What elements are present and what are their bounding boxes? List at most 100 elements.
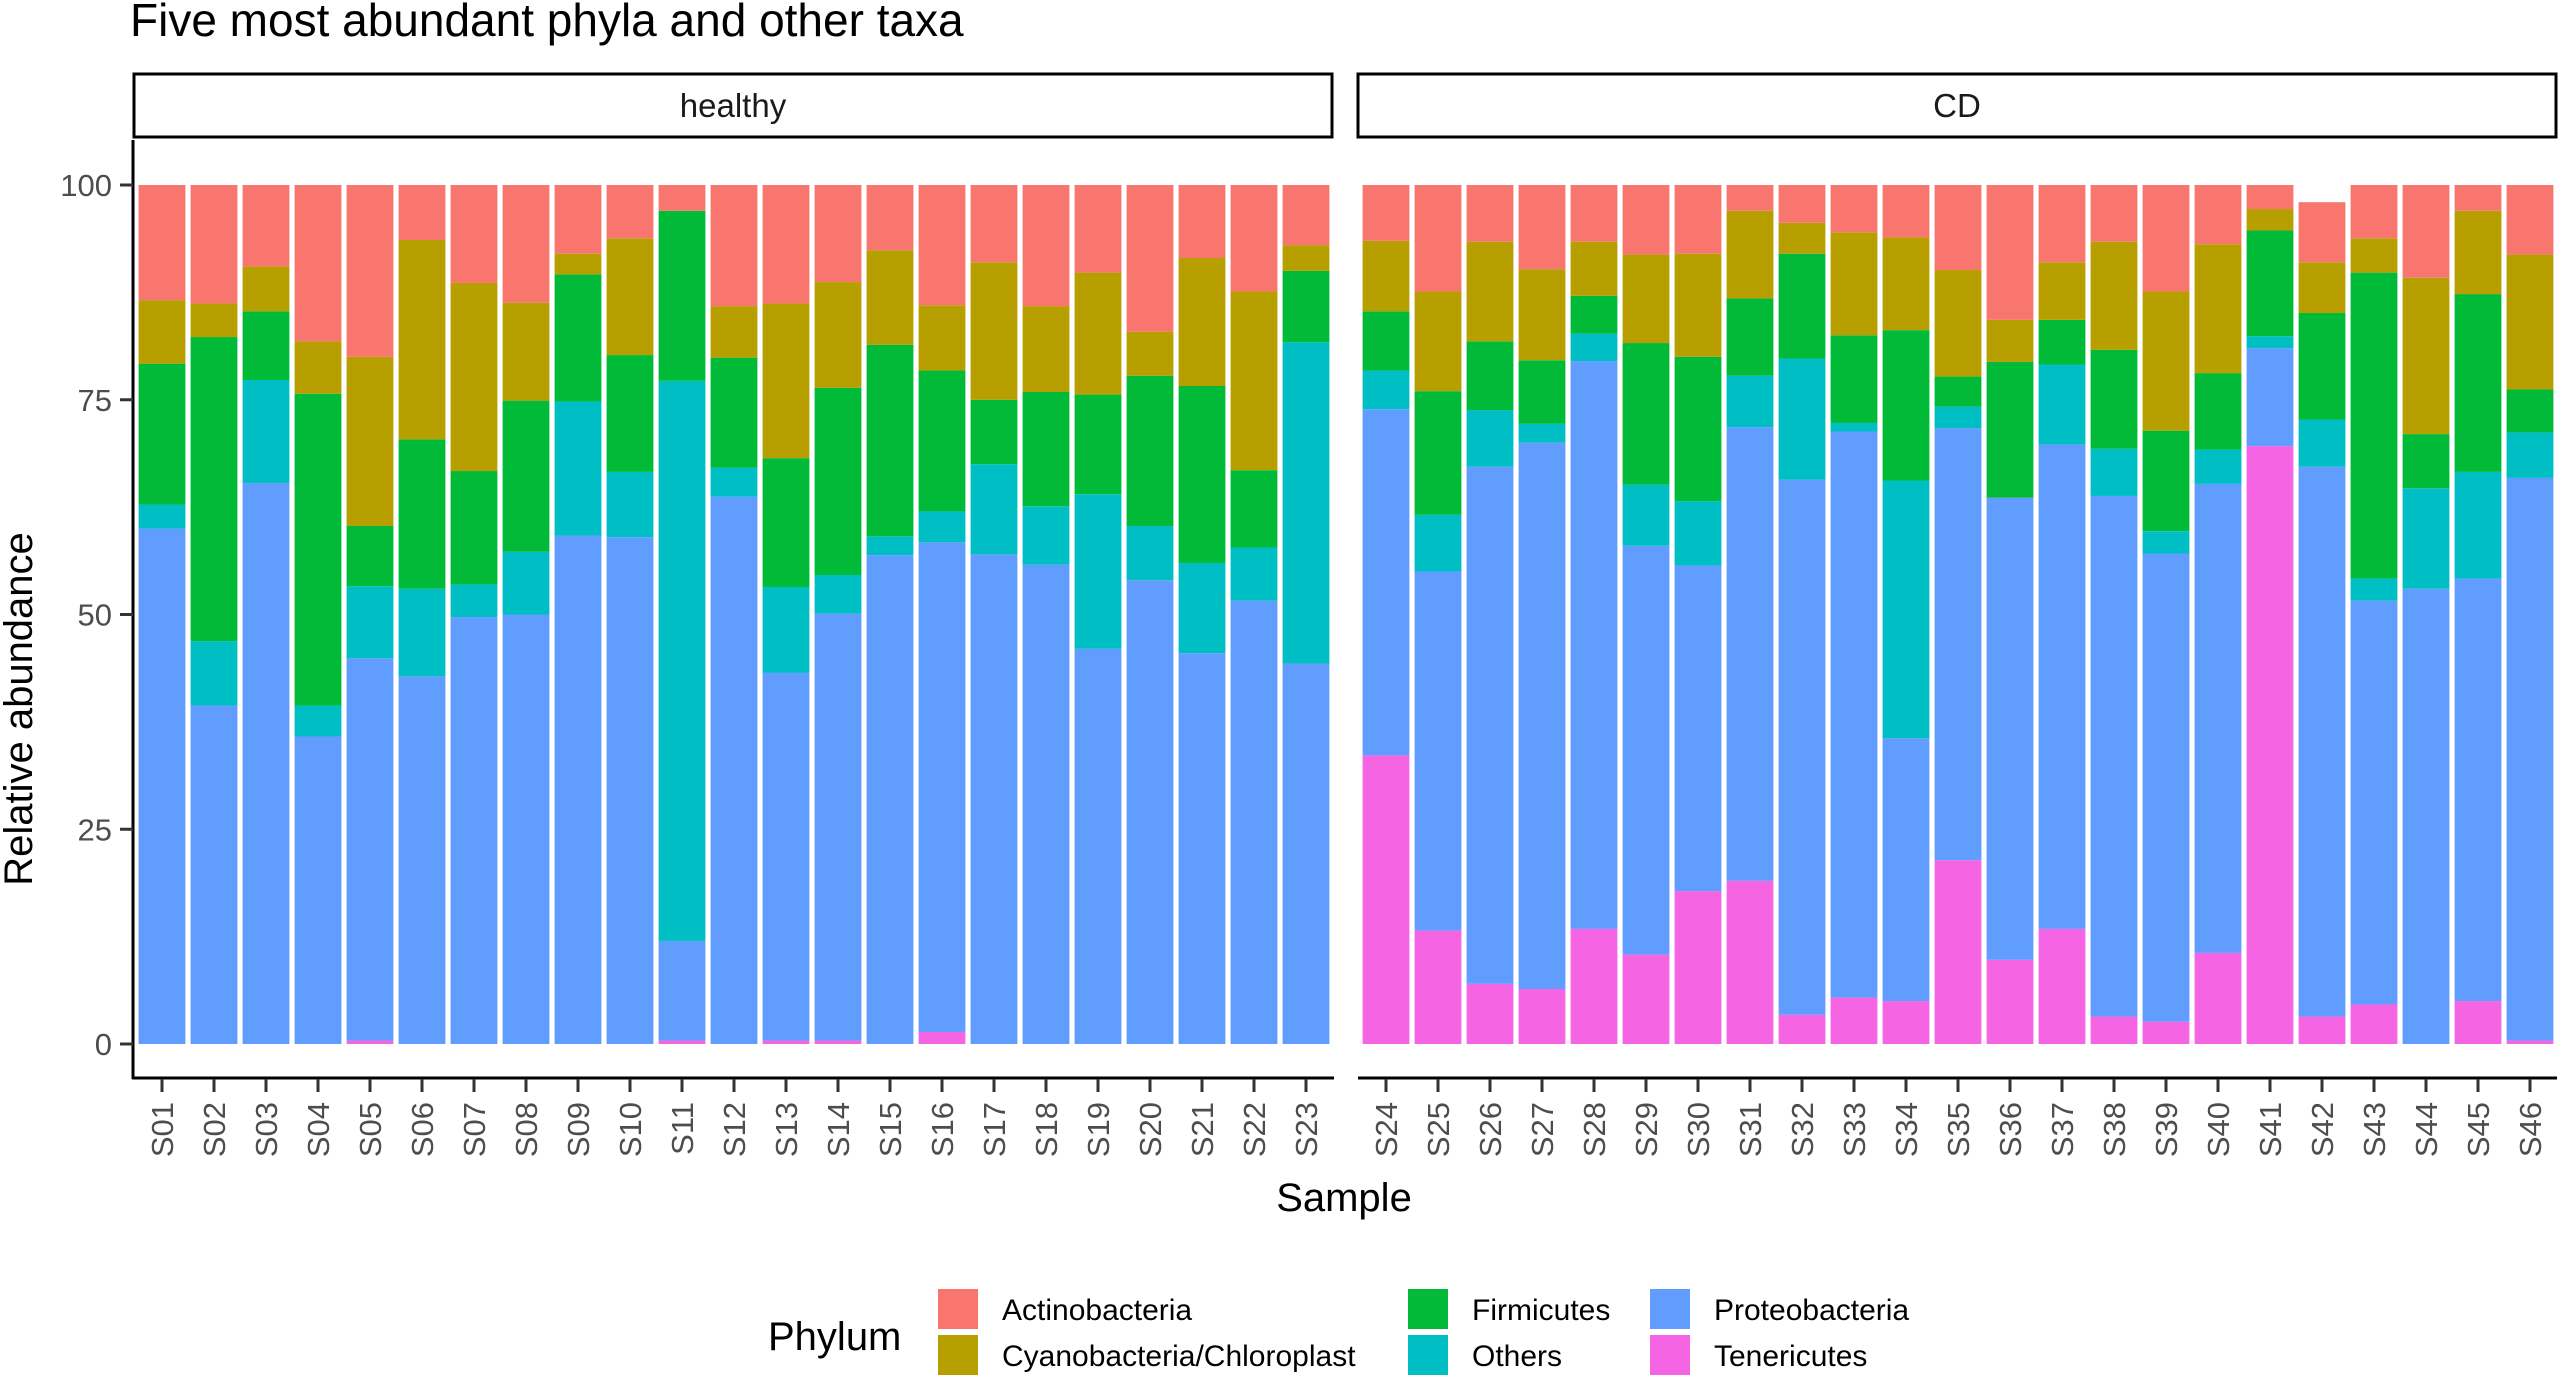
legend-swatch-proteobacteria: [1650, 1289, 1690, 1329]
bar-segment-s45-actinobacteria: [2454, 185, 2502, 211]
bar-segment-s19-cyanobacteria-chloroplast: [1074, 272, 1122, 395]
y-tick-label-50: 50: [78, 598, 112, 633]
bar-segment-s31-proteobacteria: [1726, 427, 1774, 881]
bar-segment-s36-cyanobacteria-chloroplast: [1986, 319, 2034, 362]
bar-segment-s43-cyanobacteria-chloroplast: [2350, 238, 2398, 273]
bar-segment-s32-proteobacteria: [1778, 479, 1826, 1015]
y-tick-label-100: 100: [60, 168, 112, 203]
bar-segment-s05-cyanobacteria-chloroplast: [346, 356, 394, 527]
bar-segment-s07-firmicutes: [450, 471, 498, 585]
bar-segment-s11-proteobacteria: [658, 940, 706, 1041]
bar-segment-s12-firmicutes: [710, 357, 758, 468]
bar-segment-s22-others: [1230, 547, 1278, 601]
bar-segment-s06-others: [398, 588, 446, 677]
bar-segment-s24-proteobacteria: [1362, 409, 1410, 756]
bar-segment-s07-actinobacteria: [450, 185, 498, 283]
bar-segment-s34-actinobacteria: [1882, 185, 1930, 238]
bar-segment-s20-firmicutes: [1126, 375, 1174, 527]
chart-title: Five most abundant phyla and other taxa: [130, 0, 964, 46]
bar-segment-s45-tenericutes: [2454, 1001, 2502, 1044]
x-tick-label-s40: S40: [2201, 1102, 2236, 1157]
bar-segment-s05-firmicutes: [346, 526, 394, 587]
bar-segment-s03-actinobacteria: [242, 185, 290, 267]
bar-segment-s19-others: [1074, 494, 1122, 649]
x-tick-label-s43: S43: [2357, 1102, 2392, 1157]
bar-segment-s45-cyanobacteria-chloroplast: [2454, 210, 2502, 295]
x-tick-label-s36: S36: [1993, 1102, 2028, 1157]
bar-segment-s13-proteobacteria: [762, 672, 810, 1041]
x-axis-ticks-healthy: S01 S02 S03 S04 S05 S06 S07 S08 S09 S10 S11 S12 S13 S…: [145, 1079, 1324, 1157]
bar-segment-s43-actinobacteria: [2350, 185, 2398, 239]
bar-segment-s35-tenericutes: [1934, 860, 1982, 1044]
x-tick-label-s39: S39: [2149, 1102, 2184, 1157]
bar-segment-s13-others: [762, 587, 810, 673]
x-tick-label-s09: S09: [561, 1102, 596, 1157]
x-tick-label-s05: S05: [353, 1102, 388, 1157]
legend: Phylum Actinobacteria Cyanobacteria/Chlor…: [768, 1289, 1909, 1375]
bar-segment-s22-firmicutes: [1230, 470, 1278, 548]
bar-segment-s19-firmicutes: [1074, 394, 1122, 495]
x-tick-label-s11: S11: [665, 1102, 700, 1155]
bar-segment-s41-proteobacteria: [2246, 348, 2294, 447]
bar-segment-s42-tenericutes: [2298, 1016, 2346, 1044]
bar-segment-s16-firmicutes: [918, 370, 966, 512]
bar-segment-s28-tenericutes: [1570, 928, 1618, 1044]
bar-segment-s03-cyanobacteria-chloroplast: [242, 266, 290, 312]
bar-segment-s37-proteobacteria: [2038, 444, 2086, 929]
bar-segment-s38-firmicutes: [2090, 349, 2138, 449]
bar-segment-s24-firmicutes: [1362, 311, 1410, 371]
bar-segment-s33-firmicutes: [1830, 335, 1878, 423]
legend-title: Phylum: [768, 1315, 901, 1359]
bar-segment-s22-actinobacteria: [1230, 185, 1278, 292]
bar-segment-s25-tenericutes: [1414, 930, 1462, 1044]
y-tick-label-0: 0: [95, 1027, 112, 1062]
bar-segment-s27-tenericutes: [1518, 989, 1566, 1044]
bar-segment-s24-cyanobacteria-chloroplast: [1362, 240, 1410, 312]
bar-segment-s12-proteobacteria: [710, 496, 758, 1044]
bar-segment-s17-proteobacteria: [970, 554, 1018, 1044]
bar-segment-s16-tenericutes: [918, 1031, 966, 1044]
bar-segment-s38-cyanobacteria-chloroplast: [2090, 241, 2138, 350]
bar-segment-s15-firmicutes: [866, 344, 914, 537]
bar-segment-s10-cyanobacteria-chloroplast: [606, 238, 654, 356]
bar-segment-s10-actinobacteria: [606, 185, 654, 239]
bar-segment-s21-firmicutes: [1178, 386, 1226, 563]
bar-segment-s36-proteobacteria: [1986, 497, 2034, 960]
bar-segment-s04-firmicutes: [294, 393, 342, 706]
x-tick-label-s17: S17: [977, 1102, 1012, 1157]
bar-segment-s18-firmicutes: [1022, 392, 1070, 507]
bar-segment-s31-actinobacteria: [1726, 185, 1774, 211]
bar-segment-s41-tenericutes: [2246, 446, 2294, 1044]
bar-segment-s28-proteobacteria: [1570, 361, 1618, 929]
bar-segment-s43-tenericutes: [2350, 1004, 2398, 1044]
bar-segment-s03-proteobacteria: [242, 483, 290, 1044]
x-tick-label-s06: S06: [405, 1102, 440, 1157]
bar-segment-s30-firmicutes: [1674, 356, 1722, 502]
bar-segment-s27-proteobacteria: [1518, 442, 1566, 990]
bars-panel-cd: [1362, 185, 2554, 1044]
bar-segment-s34-proteobacteria: [1882, 738, 1930, 1002]
x-tick-label-s08: S08: [509, 1102, 544, 1157]
bar-segment-s13-cyanobacteria-chloroplast: [762, 303, 810, 459]
bar-segment-s40-others: [2194, 449, 2242, 484]
bar-segment-s32-actinobacteria: [1778, 185, 1826, 223]
bar-segment-s11-tenericutes: [658, 1040, 706, 1044]
facet-strip-healthy: healthy: [132, 72, 1334, 139]
x-tick-label-s25: S25: [1421, 1102, 1456, 1157]
bar-segment-s40-actinobacteria: [2194, 185, 2242, 245]
bar-segment-s04-proteobacteria: [294, 736, 342, 1044]
bar-segment-s14-firmicutes: [814, 387, 862, 575]
bar-segment-s34-firmicutes: [1882, 330, 1930, 481]
bar-segment-s35-others: [1934, 406, 1982, 429]
bar-segment-s46-proteobacteria: [2506, 477, 2554, 1041]
bar-segment-s01-others: [138, 504, 186, 529]
bar-segment-s42-proteobacteria: [2298, 466, 2346, 1017]
bar-segment-s41-actinobacteria: [2246, 185, 2294, 210]
y-tick-label-75: 75: [78, 383, 112, 418]
bar-segment-s21-others: [1178, 562, 1226, 654]
bar-segment-s09-others: [554, 401, 602, 536]
bar-segment-s20-cyanobacteria-chloroplast: [1126, 331, 1174, 376]
bar-segment-s44-firmicutes: [2402, 434, 2450, 489]
bar-segment-s26-actinobacteria: [1466, 185, 1514, 242]
bar-segment-s26-cyanobacteria-chloroplast: [1466, 241, 1514, 342]
